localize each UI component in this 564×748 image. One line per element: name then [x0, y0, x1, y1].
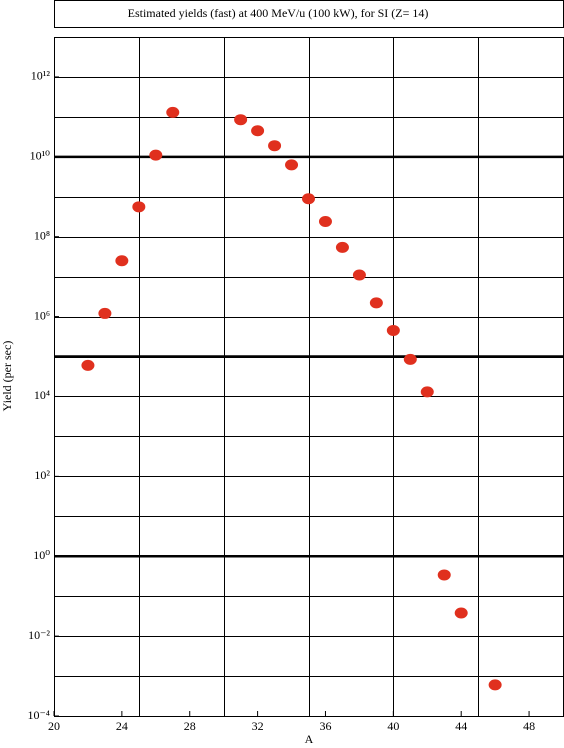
point [302, 193, 315, 205]
point [335, 241, 349, 253]
point [251, 125, 265, 137]
point [488, 679, 502, 691]
x-tick-label: 32 [252, 719, 264, 733]
point [386, 324, 400, 336]
y-axis-label: Yield (per sec) [0, 341, 14, 412]
point [268, 140, 282, 152]
y-tick-label: 10¹² [31, 69, 51, 83]
point [369, 297, 383, 309]
point [420, 386, 434, 398]
point [285, 159, 299, 171]
y-tick-label: 10⁻² [28, 628, 50, 642]
point [115, 255, 129, 267]
x-tick-label: 40 [387, 719, 399, 733]
y-tick-label: 10⁶ [34, 308, 50, 322]
x-tick-label: 28 [184, 719, 196, 733]
x-tick-label: 48 [523, 719, 535, 733]
point [132, 201, 146, 213]
point [454, 607, 468, 619]
y-tick-label: 10¹⁰ [30, 149, 51, 163]
point [352, 269, 366, 281]
point [166, 106, 180, 118]
y-tick-label: 10⁸ [34, 228, 50, 242]
x-tick-label: 24 [116, 719, 128, 733]
point [81, 359, 95, 371]
y-tick-label: 10⁰ [33, 548, 50, 562]
point [149, 149, 163, 161]
x-tick-label: 44 [455, 719, 467, 733]
point [437, 569, 451, 581]
point [98, 307, 112, 319]
y-tick-label: 10² [34, 468, 50, 482]
point [403, 353, 417, 365]
x-axis-label: A [305, 732, 314, 746]
chart-title: Estimated yields (fast) at 400 MeV/u (10… [128, 6, 429, 20]
x-tick-label: 36 [319, 719, 331, 733]
point [318, 216, 332, 228]
x-tick-label: 20 [48, 719, 60, 733]
y-tick-label: 10⁻⁴ [27, 708, 50, 722]
point [234, 114, 248, 126]
y-tick-label: 10⁴ [34, 388, 50, 402]
